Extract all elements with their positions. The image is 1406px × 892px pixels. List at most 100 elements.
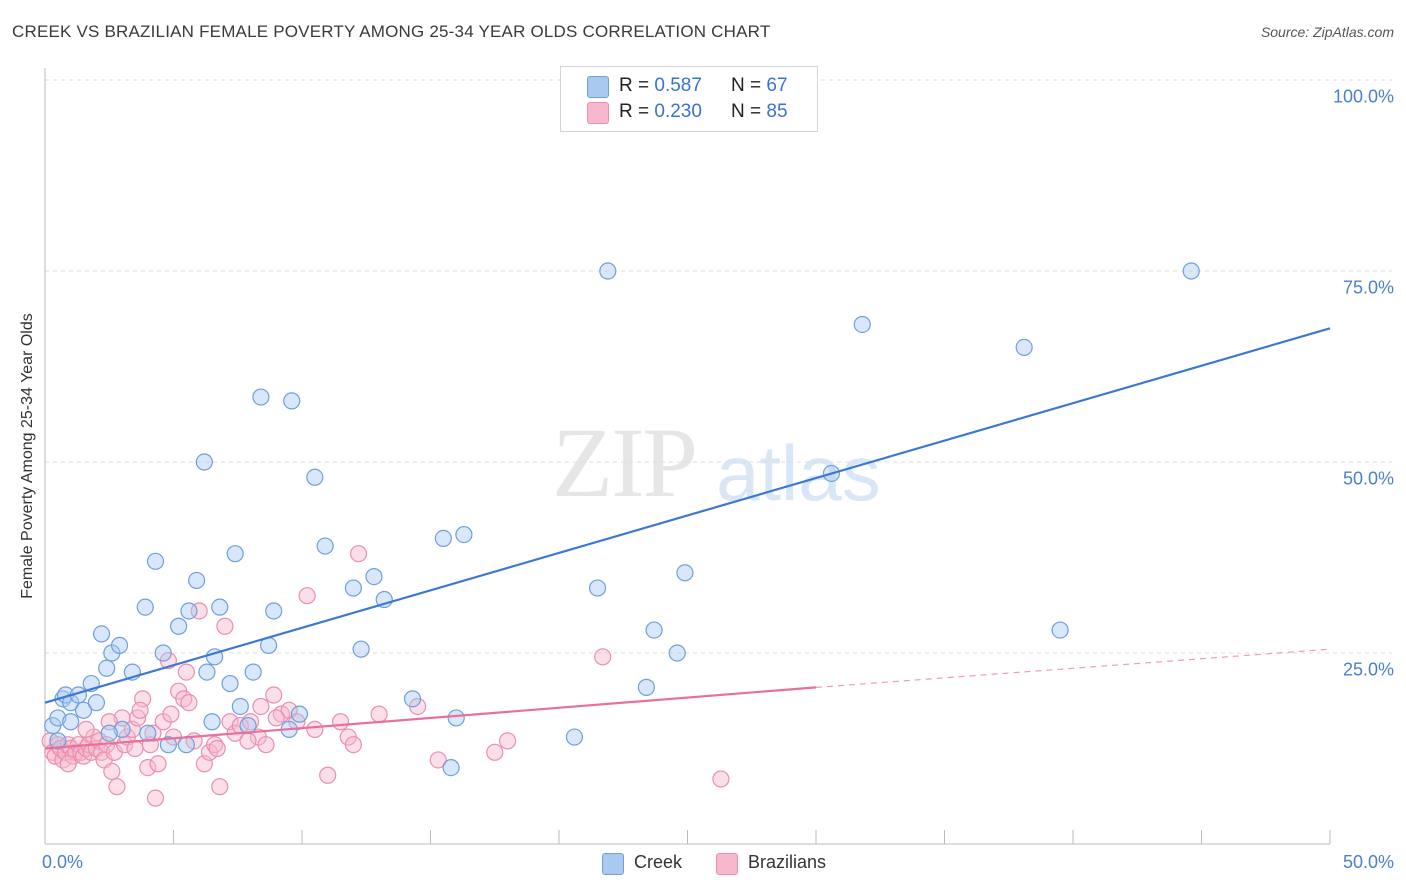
- brazilians-legend-icon: [716, 853, 738, 875]
- brazilians-point: [344, 736, 362, 754]
- legend-r-value: 0.587: [654, 75, 702, 96]
- brazilians-point: [267, 709, 285, 727]
- y-tick-label-75: 75.0%: [1342, 277, 1394, 298]
- creek-point: [180, 602, 198, 620]
- creek-point: [49, 709, 67, 727]
- brazilians-point: [144, 724, 162, 742]
- creek-point: [198, 663, 216, 681]
- creek-point: [100, 724, 118, 742]
- brazilians-point: [257, 736, 275, 754]
- creek-point: [221, 674, 239, 693]
- brazilians-point: [298, 587, 316, 605]
- creek-point: [403, 690, 422, 708]
- creek-point: [92, 625, 111, 643]
- creek-swatch-icon: [587, 76, 609, 98]
- creek-point: [306, 468, 324, 486]
- y-tick-label-50: 50.0%: [1342, 468, 1394, 489]
- creek-point: [211, 598, 229, 616]
- brazilians-point: [499, 732, 517, 750]
- creek-point: [244, 663, 262, 681]
- brazilians-point: [370, 705, 388, 723]
- legend-n-label: N =: [731, 75, 767, 96]
- creek-point: [239, 716, 257, 735]
- creek-point: [565, 728, 584, 746]
- brazilians-point: [208, 739, 226, 758]
- brazilians-point: [306, 720, 324, 739]
- creek-point: [668, 644, 686, 662]
- creek-trend-line: [44, 327, 1331, 704]
- creek-point: [588, 579, 607, 597]
- creek-point: [74, 701, 93, 719]
- creek-point: [188, 571, 206, 590]
- brazilians-trend-line: [44, 686, 817, 750]
- creek-point: [226, 545, 244, 563]
- creek-point: [365, 567, 383, 586]
- brazilians-point: [265, 686, 283, 704]
- brazilians-point: [712, 770, 730, 788]
- creek-point: [283, 392, 301, 410]
- brazilians-point: [108, 778, 126, 796]
- brazilians-legend-label: Brazilians: [748, 852, 827, 872]
- brazilians-point: [349, 545, 368, 563]
- creek-legend-label: Creek: [634, 852, 683, 872]
- trend-lines: [44, 327, 1331, 750]
- legend-r-value: 0.230: [654, 101, 702, 122]
- creek-point: [352, 640, 370, 658]
- creek-point: [637, 678, 655, 696]
- axes: [44, 68, 1331, 845]
- creek-point: [203, 713, 221, 731]
- creek-point: [316, 537, 334, 555]
- creek-point: [195, 453, 213, 471]
- brazilians-point: [162, 705, 180, 723]
- legend-r-label: R =: [619, 101, 655, 122]
- creek-point: [290, 705, 309, 723]
- brazilians-points: [41, 545, 730, 807]
- creek-point: [98, 659, 116, 677]
- creek-point: [110, 636, 129, 654]
- creek-point: [344, 579, 362, 597]
- creek-point: [170, 617, 188, 635]
- legend-n-value: 67: [766, 75, 788, 96]
- brazilians-point: [131, 701, 149, 719]
- brazilians-point: [103, 762, 121, 781]
- creek-point: [154, 644, 172, 662]
- brazilians-swatch-icon: [587, 102, 609, 124]
- brazilians-point: [146, 789, 165, 807]
- brazilians-point: [239, 732, 257, 750]
- brazilians-point: [139, 758, 157, 777]
- legend-r-label: R =: [619, 75, 655, 96]
- creek-point: [87, 694, 106, 712]
- chart-title: CREEK VS BRAZILIAN FEMALE POVERTY AMONG …: [12, 22, 771, 41]
- brazilians-point: [149, 755, 167, 773]
- creek-point: [645, 621, 663, 639]
- x-tick-label-50: 50.0%: [1342, 852, 1394, 872]
- legend-n-label: N =: [731, 101, 767, 122]
- x-tick-label-0: 0.0%: [42, 852, 84, 872]
- brazilians-point: [177, 663, 195, 681]
- creek-points: [44, 71, 1200, 777]
- creek-point: [146, 552, 165, 570]
- creek-point: [231, 697, 249, 716]
- watermark-atlas: atlas: [716, 429, 881, 517]
- brazilians-point: [77, 720, 95, 739]
- brazilians-point: [59, 755, 77, 773]
- creek-point: [455, 525, 473, 544]
- legend-n-value: 85: [766, 101, 788, 122]
- creek-point: [599, 262, 617, 280]
- brazilians-trend-extension: [815, 648, 1331, 688]
- brazilians-point: [252, 697, 270, 716]
- creek-point: [853, 315, 871, 334]
- grid-lines: [45, 79, 1392, 654]
- creek-point: [62, 713, 80, 731]
- brazilians-point: [594, 648, 612, 666]
- y-axis-label: Female Poverty Among 25-34 Year Olds: [19, 313, 36, 599]
- creek-point: [1015, 338, 1033, 356]
- creek-point: [136, 598, 154, 616]
- y-tick-label-100: 100.0%: [1332, 86, 1394, 107]
- creek-point: [159, 736, 177, 754]
- creek-point: [177, 736, 195, 754]
- creek-point: [434, 529, 452, 548]
- y-tick-label-25: 25.0%: [1342, 659, 1394, 680]
- creek-point: [676, 564, 694, 582]
